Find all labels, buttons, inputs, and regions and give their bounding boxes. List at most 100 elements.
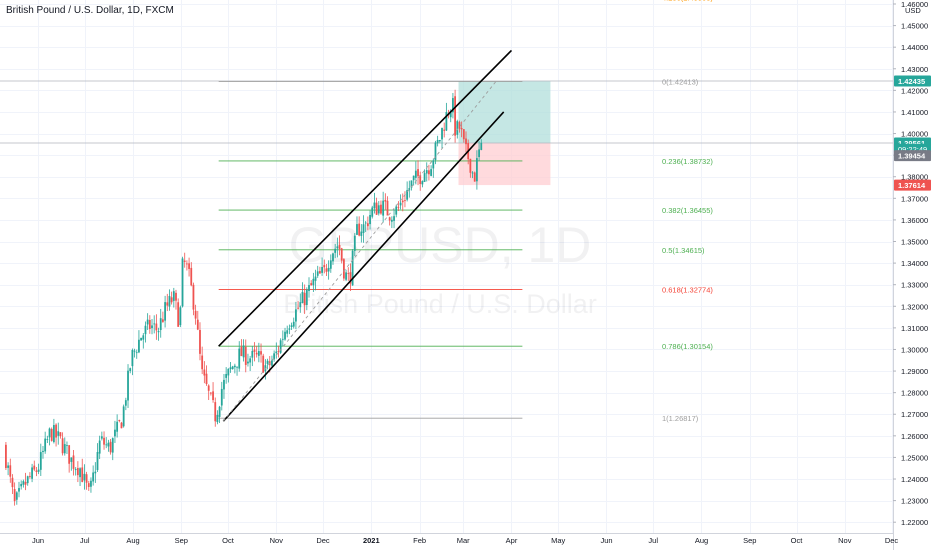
candle-up (275, 351, 278, 354)
price-tick-label: 1.36000 (901, 216, 928, 225)
fib-level-label: 1(1.26817) (662, 414, 699, 423)
channel-line-lower (222, 111, 505, 422)
time-tick-label: Oct (222, 536, 235, 545)
candle-down (201, 355, 204, 370)
candle-up (408, 188, 411, 191)
candle-up (146, 319, 149, 325)
candle-up (157, 331, 160, 333)
candle-up (351, 250, 354, 286)
price-tick-label: 1.34000 (901, 259, 928, 268)
price-axis-bg (893, 0, 932, 550)
candle-up (144, 325, 147, 335)
candle-down (183, 260, 186, 262)
candle-up (301, 291, 304, 304)
candle-down (401, 200, 404, 203)
candle-up (74, 469, 77, 471)
candle-down (76, 467, 79, 476)
candle-down (68, 445, 71, 464)
candle-down (13, 489, 16, 502)
candle-down (55, 424, 57, 438)
candle-down (118, 420, 121, 422)
candle-up (312, 278, 315, 286)
time-tick-label: Aug (695, 536, 708, 545)
price-tag-bg (894, 150, 931, 162)
candle-up (79, 468, 81, 478)
fib-level-label: 0.618(1.32774) (662, 286, 713, 295)
candle-up (96, 452, 99, 471)
candle-up (18, 488, 20, 492)
candle-up (83, 473, 86, 481)
price-tag-bg (894, 75, 931, 87)
time-tick-label: Jul (80, 536, 90, 545)
watermark-name: British Pound / U.S. Dollar (283, 289, 597, 319)
candle-down (303, 292, 306, 306)
price-axis: 1.46000 1.45000 1.44000 1.43000 1.42000 1.410… (893, 0, 932, 550)
candle-up (151, 325, 153, 329)
time-axis-bg (0, 533, 893, 550)
price-tag-label: 1.39561 (898, 139, 925, 148)
candle-down (325, 268, 328, 272)
candle-up (227, 368, 230, 376)
candle-up (164, 302, 166, 321)
candle-down (214, 402, 217, 422)
fibonacci-retracement: 0(1.42413) 0.236(1.38732) 0.382(1.36455) 0.… (218, 0, 713, 423)
channel-line-upper (218, 49, 513, 347)
candle-up (48, 428, 51, 438)
candle-up (329, 260, 332, 269)
time-tick-label: Jun (32, 536, 44, 545)
candle-up (257, 351, 260, 356)
candle-up (373, 202, 376, 209)
candle-down (203, 369, 206, 376)
candle-up (395, 206, 398, 215)
channel-line-midline (222, 81, 497, 422)
chart-title: British Pound / U.S. Dollar, 1D, FXCM (6, 5, 174, 16)
candle-up (159, 318, 162, 331)
price-tick-label: 1.41000 (901, 108, 928, 117)
candle-down (85, 474, 88, 483)
candle-down (190, 267, 193, 286)
candle-up (172, 291, 175, 301)
candle-up (434, 142, 437, 161)
candle-up (70, 457, 73, 462)
candle-down (454, 96, 456, 136)
candle-up (22, 481, 25, 485)
candle-up (168, 296, 171, 307)
candle-up (334, 248, 337, 253)
candle-down (155, 323, 158, 331)
candle-down (366, 223, 369, 227)
candle-down (209, 392, 212, 394)
candle-up (94, 471, 97, 474)
candle-up (233, 365, 236, 368)
candle-up (66, 445, 68, 446)
price-tick-label: 1.30000 (901, 345, 928, 354)
candle-up (471, 172, 474, 174)
time-tick-label: Jun (600, 536, 612, 545)
candle-down (61, 438, 64, 454)
time-tick-label: Dec (316, 536, 330, 545)
candle-down (81, 467, 84, 482)
time-tick-label: Nov (270, 536, 284, 545)
candle-down (175, 292, 177, 301)
candle-up (92, 472, 95, 482)
candle-up (7, 465, 9, 468)
candle-down (185, 263, 188, 265)
candle-up (290, 325, 293, 328)
candle-up (414, 170, 417, 178)
candle-down (253, 349, 256, 352)
candle-down (148, 320, 151, 330)
candle-up (456, 121, 459, 135)
candle-up (360, 231, 363, 236)
candle-up (216, 414, 219, 423)
candle-down (380, 204, 382, 214)
price-tick-label: 1.24000 (901, 475, 928, 484)
candle-up (31, 467, 33, 479)
candle-down (5, 444, 7, 469)
price-tick-label: 1.27000 (901, 410, 928, 419)
time-tick-label: Oct (791, 536, 804, 545)
candle-up (425, 170, 428, 174)
candle-up (124, 400, 127, 406)
candle-down (29, 476, 31, 478)
fib-level-label: 0.786(1.30154) (662, 342, 713, 351)
